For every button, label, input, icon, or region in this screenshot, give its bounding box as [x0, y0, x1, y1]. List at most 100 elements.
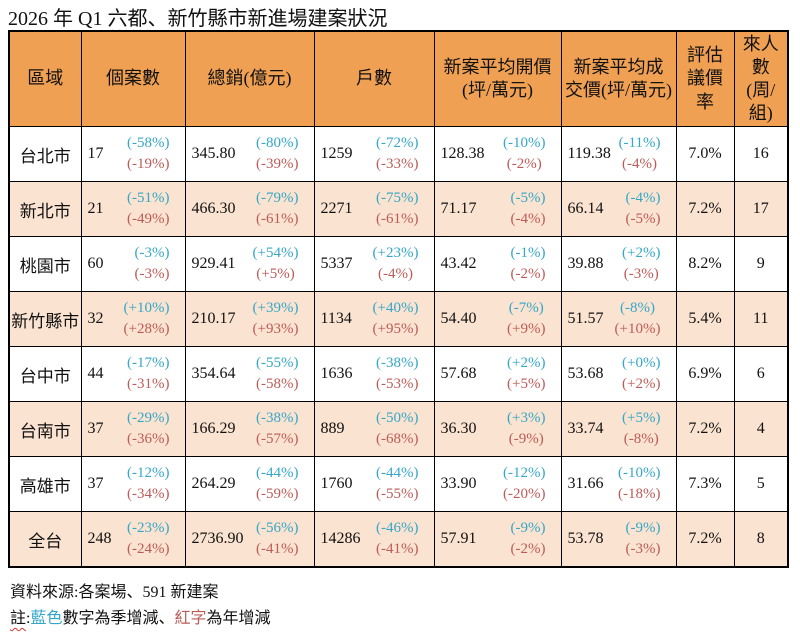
metric-cell-avg_deal_price: 119.38 (-11%) (-4%) [560, 126, 677, 182]
metric-changes: (-29%) (-36%) [127, 408, 169, 450]
metric-cell-units: 1259 (-72%) (-33%) [313, 126, 435, 182]
yoy-change: (-36%) [127, 431, 170, 447]
table-row: 新北市 21 (-51%) (-49%) 466.30 (-79%) (-61%) 2271 (… [8, 181, 789, 237]
yoy-change: (-31%) [127, 376, 170, 392]
yoy-change: (+93%) [252, 321, 299, 337]
note-blue-word: 藍色 [30, 610, 63, 627]
metric-changes: (-12%) (-20%) [503, 463, 545, 505]
qoq-change: (-79%) [256, 190, 299, 206]
metric-value: 119.38 [567, 145, 611, 162]
metric-changes: (-5%) (-4%) [511, 188, 546, 230]
metric-changes: (-50%) (-68%) [376, 408, 418, 450]
metric-cell-units: 14286 (-46%) (-41%) [313, 511, 435, 568]
yoy-change: (-4%) [378, 266, 414, 282]
metric-layout: 37 (-12%) (-34%) [82, 458, 184, 511]
metric-cell-avg_deal_price: 51.57 (-8%) (+10%) [560, 291, 677, 347]
qoq-change: (-12%) [127, 465, 170, 481]
metric-changes: (-23%) (-24%) [127, 518, 169, 560]
metric-value: 345.80 [191, 145, 236, 162]
metric-layout: 210.17 (+39%) (+93%) [186, 293, 313, 346]
metric-cell-total_sales: 466.30 (-79%) (-61%) [184, 181, 315, 237]
metric-value: 31.66 [567, 475, 604, 492]
metric-value: 54.40 [440, 310, 477, 327]
metric-value: 53.78 [567, 530, 604, 547]
metric-value: 33.74 [567, 420, 604, 437]
metric-layout: 1760 (-44%) (-55%) [315, 458, 433, 511]
metric-cell-cases: 37 (-12%) (-34%) [80, 456, 186, 512]
col-header-region: 區域 [8, 30, 82, 127]
metric-value: 21 [87, 200, 104, 217]
metric-cell-cases: 37 (-29%) (-36%) [80, 401, 186, 457]
metric-changes: (-1%) (-2%) [511, 243, 546, 285]
metric-changes: (-12%) (-34%) [127, 463, 169, 505]
metric-layout: 248 (-23%) (-24%) [82, 512, 184, 566]
metric-changes: (+23%) (-4%) [373, 243, 419, 285]
metric-layout: 33.90 (-12%) (-20%) [435, 458, 560, 511]
qoq-change: (-38%) [256, 410, 299, 426]
metric-changes: (-75%) (-61%) [376, 188, 418, 230]
metric-value: 166.29 [191, 420, 236, 437]
metric-changes: (-8%) (+10%) [615, 298, 661, 340]
qoq-change: (-55%) [256, 355, 299, 371]
nego-rate-cell: 7.0% [675, 126, 735, 182]
metric-changes: (-17%) (-31%) [127, 353, 169, 395]
table-row: 台中市 44 (-17%) (-31%) 354.64 (-55%) (-58%) 1636 (… [8, 346, 789, 402]
metric-layout: 71.17 (-5%) (-4%) [435, 183, 560, 236]
visitors-cell: 5 [733, 456, 789, 512]
metric-cell-total_sales: 929.41 (+54%) (+5%) [184, 236, 315, 292]
metric-changes: (-51%) (-49%) [127, 188, 169, 230]
qoq-change: (-38%) [376, 355, 419, 371]
yoy-change: (+5%) [507, 376, 546, 392]
visitors-cell: 11 [733, 291, 789, 347]
note-suffix: 為年增減 [206, 610, 271, 627]
table-row: 台南市 37 (-29%) (-36%) 166.29 (-38%) (-57%) 889 (-… [8, 401, 789, 457]
metric-cell-avg_open_price: 43.42 (-1%) (-2%) [433, 236, 562, 292]
metric-cell-avg_deal_price: 66.14 (-4%) (-5%) [560, 181, 677, 237]
metric-changes: (+2%) (-3%) [622, 243, 660, 285]
nego-rate-cell: 7.2% [675, 511, 735, 568]
metric-changes: (+0%) (+2%) [622, 353, 660, 395]
metric-cell-units: 1760 (-44%) (-55%) [313, 456, 435, 512]
qoq-change: (+10%) [123, 300, 170, 316]
nego-rate-cell: 8.2% [675, 236, 735, 292]
metric-layout: 53.68 (+0%) (+2%) [562, 348, 675, 401]
metric-layout: 1134 (+40%) (+95%) [315, 293, 433, 346]
metric-layout: 32 (+10%) (+28%) [82, 293, 184, 346]
metric-value: 264.29 [191, 475, 236, 492]
visitors-cell: 17 [733, 181, 789, 237]
metric-value: 71.17 [440, 200, 477, 217]
metric-cell-avg_open_price: 36.30 (+3%) (-9%) [433, 401, 562, 457]
table-row: 高雄市 37 (-12%) (-34%) 264.29 (-44%) (-59%) 1760 (… [8, 456, 789, 512]
metric-cell-total_sales: 354.64 (-55%) (-58%) [184, 346, 315, 402]
metric-value: 60 [87, 255, 104, 272]
yoy-change: (-2%) [510, 541, 546, 557]
yoy-change: (+28%) [123, 321, 170, 337]
note-colon: : [26, 610, 31, 627]
yoy-change: (-3%) [623, 266, 659, 282]
metric-value: 36.30 [440, 420, 477, 437]
metric-changes: (-38%) (-57%) [256, 408, 298, 450]
metric-layout: 54.40 (-7%) (+9%) [435, 293, 560, 346]
metric-changes: (-46%) (-41%) [376, 518, 418, 560]
metric-layout: 21 (-51%) (-49%) [82, 183, 184, 236]
legend-note: 註:藍色數字為季增減、紅字為年增減 [10, 604, 271, 628]
metric-layout: 354.64 (-55%) (-58%) [186, 348, 313, 401]
yoy-change: (-34%) [127, 486, 170, 502]
qoq-change: (+5%) [622, 410, 661, 426]
metric-value: 57.91 [440, 530, 477, 547]
metric-changes: (+10%) (+28%) [124, 298, 170, 340]
yoy-change: (-5%) [625, 211, 661, 227]
metric-layout: 17 (-58%) (-19%) [82, 128, 184, 181]
yoy-change: (-49%) [127, 211, 170, 227]
title-suffix: 、新竹縣市新進場建案狀況 [147, 8, 388, 30]
metric-layout: 57.91 (-9%) (-2%) [435, 512, 560, 566]
metric-cell-avg_deal_price: 53.68 (+0%) (+2%) [560, 346, 677, 402]
nego-rate-cell: 5.4% [675, 291, 735, 347]
yoy-change: (-33%) [376, 156, 419, 172]
yoy-change: (-61%) [376, 211, 419, 227]
note-spellcheck-squiggle: 註 [10, 610, 27, 627]
qoq-change: (-4%) [625, 190, 661, 206]
metric-value: 1636 [320, 365, 353, 382]
metric-changes: (-56%) (-41%) [256, 518, 298, 560]
yoy-change: (+9%) [507, 321, 546, 337]
